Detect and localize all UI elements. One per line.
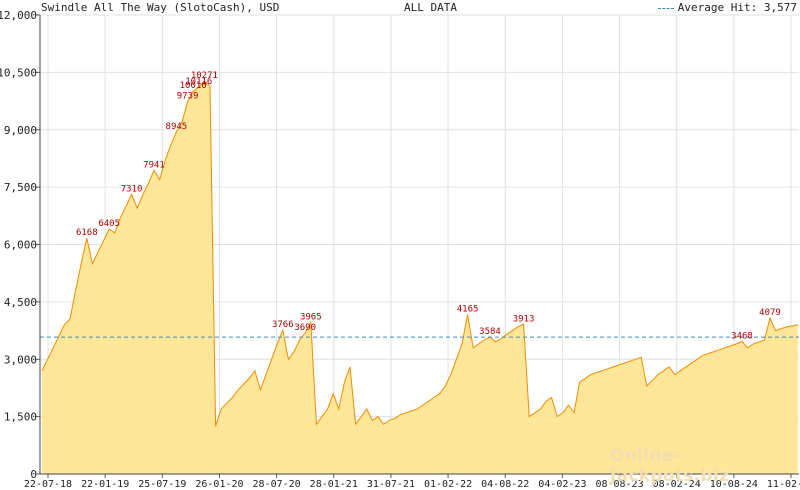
x-tick-label: 31-07-21 — [367, 479, 415, 490]
average-legend: Average Hit: 3,577 — [657, 1, 797, 14]
y-axis-ticks: 0 1,500 3,000 4,500 6,000 7,500 9,000 10,500 12,… — [0, 9, 40, 481]
data-label: 10116 — [185, 77, 212, 87]
series-line — [41, 80, 799, 427]
y-tick-label: 3,000 — [4, 353, 37, 366]
data-label: 4165 — [457, 305, 479, 315]
x-tick-label: 22-01-19 — [81, 479, 129, 490]
x-axis-ticks: 22-07-18 22-01-19 25-07-19 26-01-20 28-07-20… — [24, 474, 800, 490]
area-layer — [41, 80, 799, 474]
x-tick-label: 25-07-19 — [138, 479, 186, 490]
data-label: 10271 — [191, 71, 218, 81]
y-tick-label: 0 — [30, 468, 37, 481]
data-label: 6405 — [98, 219, 120, 229]
data-label: 4079 — [759, 308, 781, 318]
data-label: 3584 — [479, 327, 501, 337]
y-tick-label: 9,000 — [4, 124, 37, 137]
y-tick-label: 1,500 — [4, 411, 37, 424]
x-tick-label: 01-02-22 — [424, 479, 472, 490]
data-label: 3913 — [513, 314, 535, 324]
data-label: 10010 — [180, 81, 207, 91]
data-label: 7941 — [143, 160, 165, 170]
data-label: 3766 — [272, 320, 294, 330]
data-label: 6168 — [76, 228, 98, 238]
x-tick-label: 04-08-22 — [481, 479, 529, 490]
average-legend-swatch — [657, 7, 674, 9]
x-tick-label: 28-01-21 — [310, 479, 358, 490]
x-tick-label: 26-01-20 — [195, 479, 243, 490]
y-tick-label: 12,000 — [0, 9, 37, 22]
data-label: 3468 — [731, 331, 753, 341]
y-tick-label: 6,000 — [4, 239, 37, 252]
x-tick-label: 10-08-24 — [710, 479, 758, 490]
x-tick-label: 28-07-20 — [253, 479, 301, 490]
x-tick-label: 22-07-18 — [24, 479, 72, 490]
average-legend-label: Average Hit: 3,577 — [677, 1, 797, 14]
x-tick-label: 08-08-23 — [595, 479, 643, 490]
data-label: 3690 — [294, 323, 316, 333]
chart-title: Swindle All The Way (SlotoCash), USD — [41, 1, 280, 14]
data-label: 8945 — [166, 122, 188, 132]
x-tick-label: 11-02-25 — [767, 479, 800, 490]
data-label: 9739 — [177, 91, 199, 101]
series-area-fill — [42, 81, 798, 474]
chart-period: ALL DATA — [404, 1, 457, 14]
y-tick-label: 10,500 — [0, 66, 37, 79]
data-label: 3965 — [300, 312, 322, 322]
y-tick-label: 4,500 — [4, 296, 37, 309]
data-label: 7310 — [121, 184, 143, 194]
watermark: Online-Jackpots.biz — [610, 446, 730, 486]
x-tick-label: 08-02-24 — [653, 479, 701, 490]
y-tick-label: 7,500 — [4, 181, 37, 194]
x-tick-label: 04-02-23 — [538, 479, 586, 490]
